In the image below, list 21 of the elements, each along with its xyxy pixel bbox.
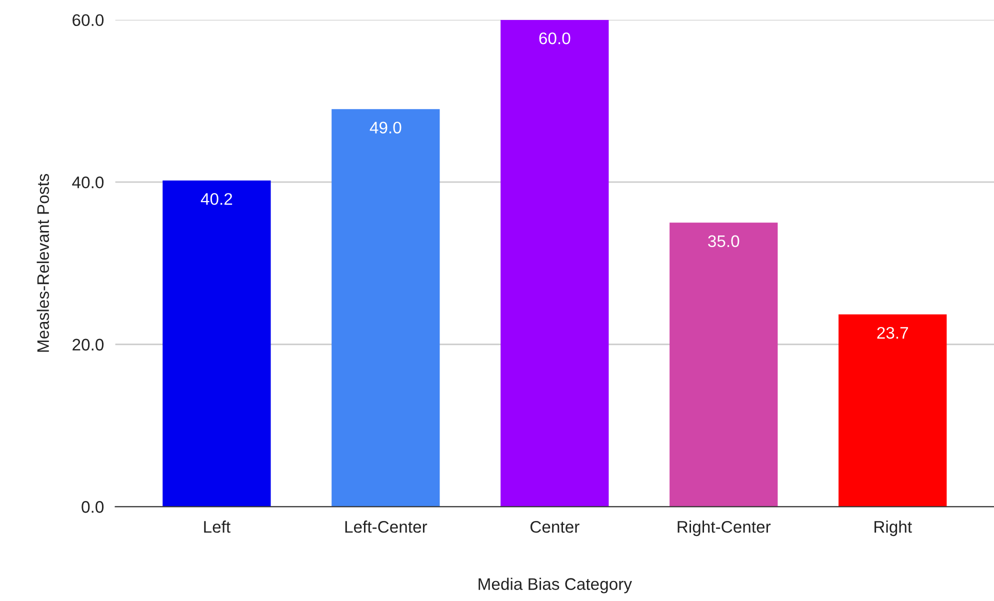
bar	[838, 314, 947, 507]
y-tick-label: 20.0	[72, 338, 104, 351]
data-label: 60.0	[539, 32, 570, 44]
data-label: 49.0	[370, 122, 402, 134]
bar	[670, 222, 778, 507]
y-axis-title: Measles-Relevant Posts	[36, 174, 50, 352]
bar	[500, 20, 609, 507]
data-label: 40.2	[200, 193, 232, 205]
bar	[332, 109, 440, 507]
data-label: 35.0	[708, 235, 740, 248]
y-tick-label: 40.0	[72, 176, 104, 188]
x-tick-label: Right-Center	[678, 520, 771, 536]
x-tick-label: Center	[530, 520, 580, 533]
y-tick-label: 0.0	[82, 501, 104, 513]
x-tick-label: Right	[874, 520, 912, 536]
x-axis-title: Media Bias Category	[478, 578, 632, 594]
x-tick-label: Left-Center	[345, 520, 428, 533]
data-label: 23.7	[877, 326, 908, 339]
y-tick-label: 60.0	[72, 14, 104, 26]
bar	[162, 180, 271, 507]
x-tick-label: Left	[204, 520, 230, 533]
